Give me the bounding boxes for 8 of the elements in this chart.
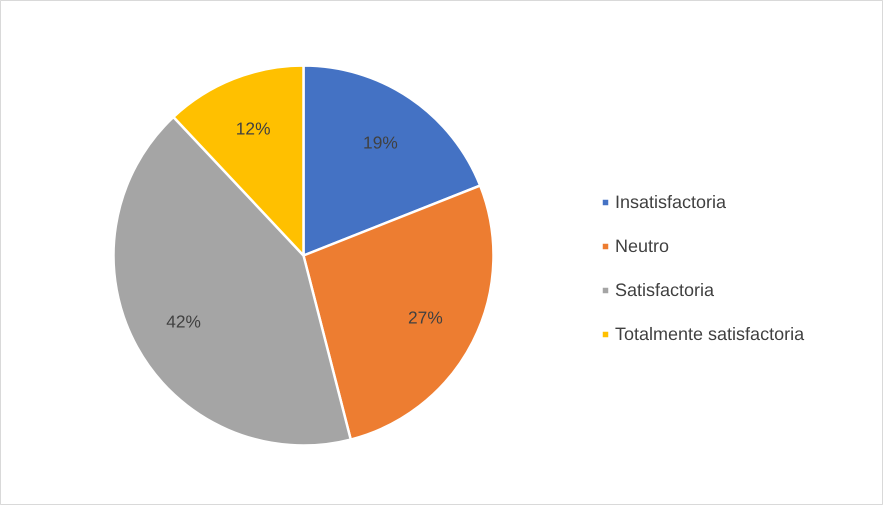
data-label: 12%: [236, 118, 270, 138]
legend-label: Insatisfactoria: [615, 191, 726, 213]
legend-label: Satisfactoria: [615, 279, 714, 301]
legend-label: Neutro: [615, 235, 670, 257]
data-label: 27%: [408, 308, 443, 328]
data-label: 19%: [363, 132, 398, 152]
data-label: 42%: [166, 311, 201, 332]
legend-label: Totalmente satisfactoria: [615, 323, 804, 345]
